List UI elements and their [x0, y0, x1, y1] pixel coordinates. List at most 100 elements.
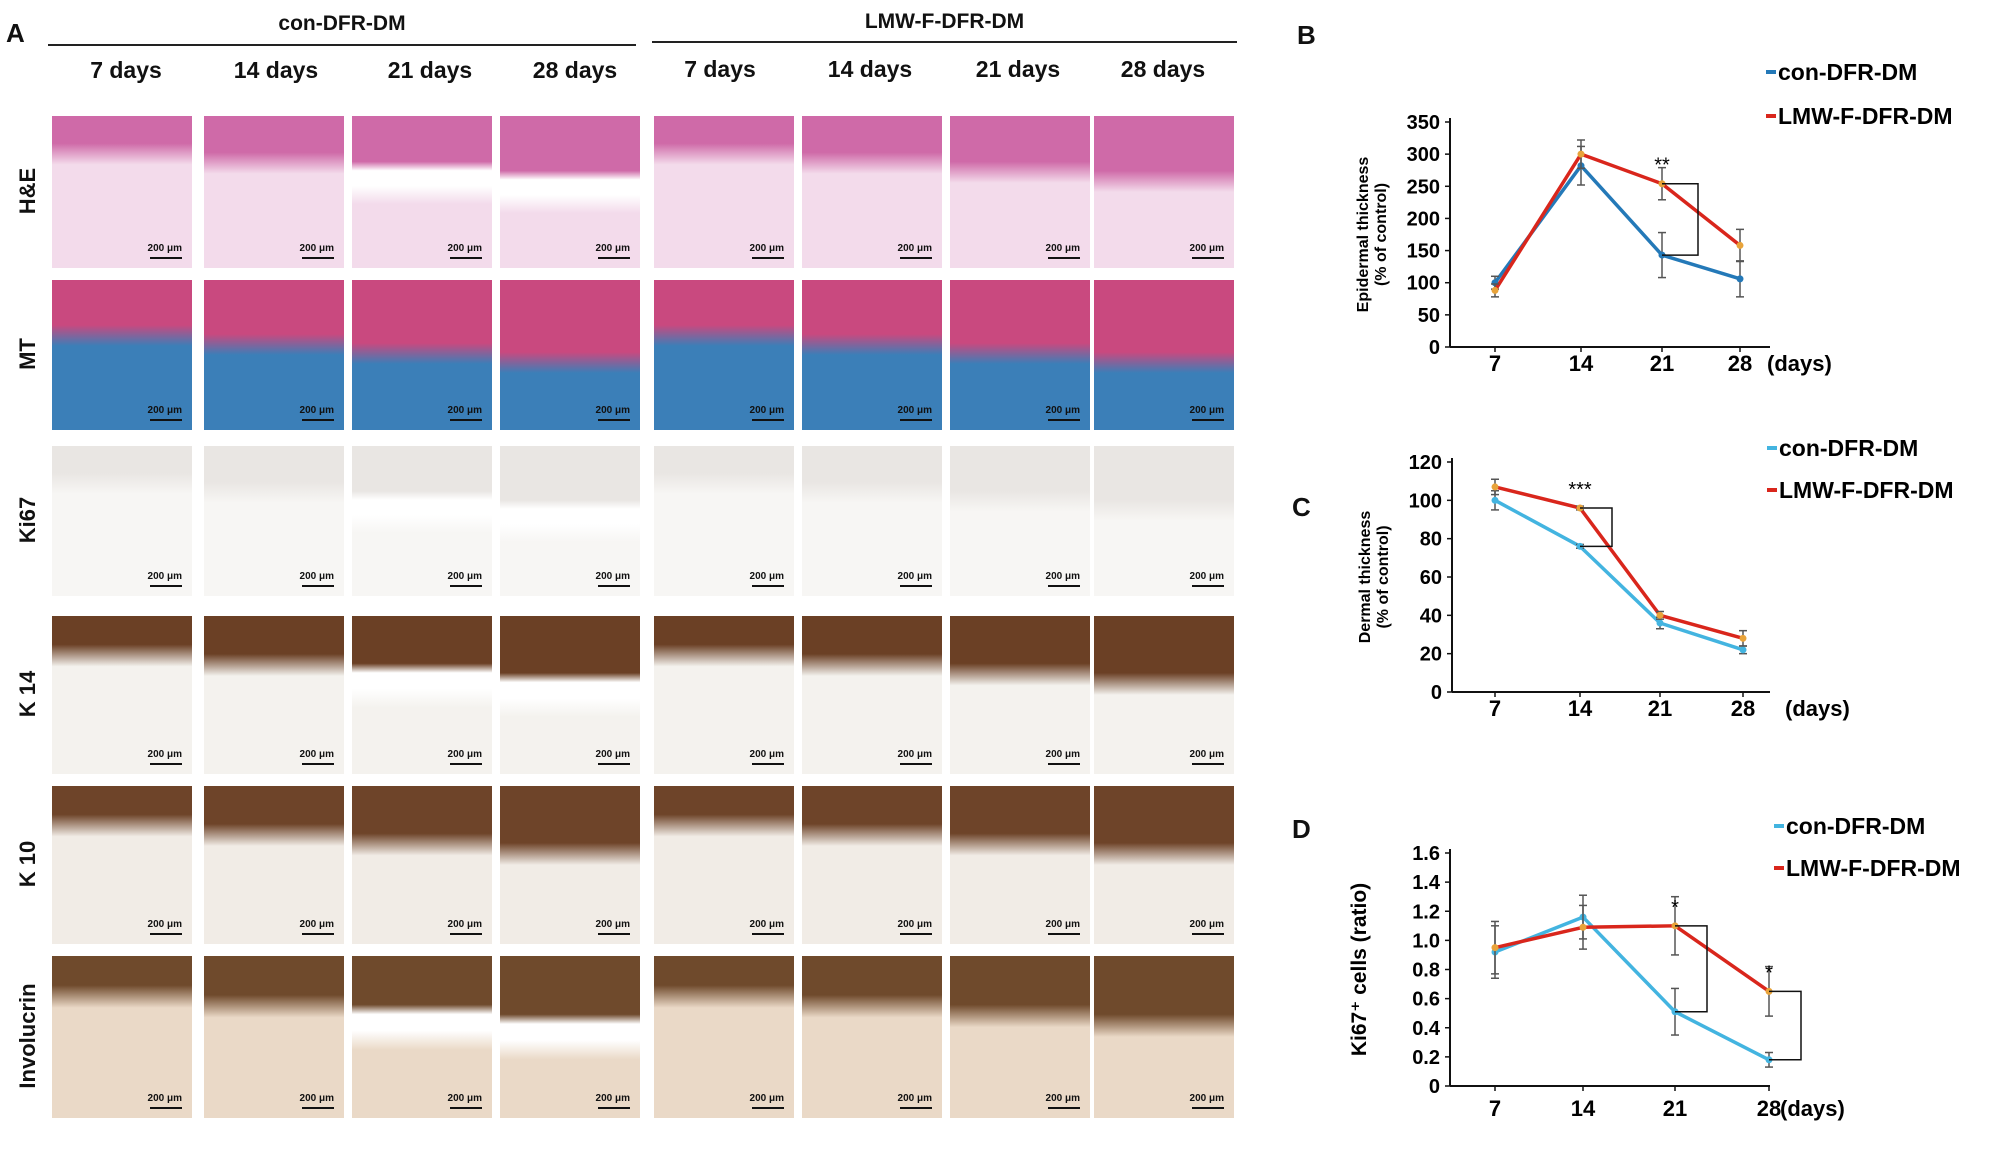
scale-bar-label: 200 μm — [749, 571, 784, 582]
scale-bar-label: 200 μm — [595, 749, 630, 760]
y-axis-label-line: Dermal thickness — [1357, 511, 1374, 644]
y-tick-label: 200 — [1407, 208, 1440, 230]
histology-image-k10-6: 200 μm — [802, 786, 942, 944]
scale-bar-label: 200 μm — [595, 243, 630, 254]
histology-image-mt-7: 200 μm — [950, 280, 1090, 430]
legend-label-lmw: LMW-F-DFR-DM — [1779, 477, 1954, 503]
y-tick-label: 350 — [1407, 112, 1440, 134]
series-line-lmw — [1493, 152, 1742, 292]
histology-image-mt-5: 200 μm — [654, 280, 794, 430]
scale-bar-label: 200 μm — [299, 405, 334, 416]
histology-image-k14-1: 200 μm — [52, 616, 192, 774]
group-rule-lmw — [652, 41, 1237, 43]
scale-bar-label: 200 μm — [1189, 749, 1224, 760]
histology-image-mt-2: 200 μm — [204, 280, 344, 430]
group-title-con: con-DFR-DM — [278, 12, 406, 35]
scale-bar — [1192, 1107, 1224, 1109]
legend-label-con: con-DFR-DM — [1786, 813, 1925, 839]
group-title-lmw: LMW-F-DFR-DM — [864, 10, 1025, 33]
y-tick-label: 0.8 — [1412, 960, 1440, 982]
scale-bar-label: 200 μm — [1045, 243, 1080, 254]
x-tick-label: 14 — [1569, 351, 1594, 376]
y-axis-label-line: Ki67⁺ cells (ratio) — [1348, 883, 1371, 1056]
scale-bar — [150, 933, 182, 935]
scale-bar — [752, 585, 784, 587]
scale-bar — [150, 763, 182, 765]
scale-bar-label: 200 μm — [749, 1093, 784, 1104]
scale-bar — [598, 257, 630, 259]
panel-label-c: C — [1292, 492, 1311, 522]
histology-image-mt-6: 200 μm — [802, 280, 942, 430]
histology-image-ki-2: 200 μm — [204, 446, 344, 596]
data-point-lmw — [1491, 944, 1499, 952]
histology-image-inv-6: 200 μm — [802, 956, 942, 1118]
legend-label-con: con-DFR-DM — [1779, 435, 1918, 461]
scale-bar — [450, 585, 482, 587]
histology-image-ki-7: 200 μm — [950, 446, 1090, 596]
histology-image-k10-1: 200 μm — [52, 786, 192, 944]
y-tick-label: 60 — [1420, 567, 1442, 589]
x-tick-label: 14 — [1568, 696, 1593, 721]
scale-bar — [598, 1107, 630, 1109]
x-tick-label: 21 — [1663, 1096, 1687, 1121]
data-point-lmw — [1739, 634, 1747, 642]
legend-label-lmw: LMW-F-DFR-DM — [1786, 855, 1961, 881]
histology-image-mt-8: 200 μm — [1094, 280, 1234, 430]
chart-ki67-cells: 0 0.2 0.4 0.6 0.8 1.0 1.2 1.4 1.6 7 14 21 28(days) Ki… — [1348, 813, 1961, 1121]
legend-label-con: con-DFR-DM — [1778, 59, 1917, 85]
scale-bar — [450, 933, 482, 935]
scale-bar — [598, 933, 630, 935]
histology-image-k10-2: 200 μm — [204, 786, 344, 944]
column-label-con-4: 28 days — [532, 57, 618, 83]
scale-bar — [900, 585, 932, 587]
y-axis-label: Ki67⁺ cells (ratio) — [1348, 883, 1371, 1056]
scale-bar-label: 200 μm — [147, 243, 182, 254]
x-tick-label: 21 — [1648, 696, 1672, 721]
histology-image-ki-5: 200 μm — [654, 446, 794, 596]
row-label-k10: K 10 — [15, 840, 40, 888]
histology-image-inv-1: 200 μm — [52, 956, 192, 1118]
scale-bar — [900, 419, 932, 421]
scale-bar — [150, 257, 182, 259]
y-tick-label: 1.4 — [1412, 872, 1441, 894]
scale-bar-label: 200 μm — [447, 1093, 482, 1104]
scale-bar — [1048, 585, 1080, 587]
histology-image-mt-4: 200 μm — [500, 280, 640, 430]
scale-bar-label: 200 μm — [1045, 1093, 1080, 1104]
column-label-con-2: 14 days — [233, 57, 319, 83]
scale-bar-label: 200 μm — [299, 919, 334, 930]
x-tick-label: 7 — [1489, 1096, 1501, 1121]
scale-bar — [1192, 933, 1224, 935]
x-tick-label: 7 — [1489, 351, 1501, 376]
histology-image-k10-8: 200 μm — [1094, 786, 1234, 944]
y-axis-label: Dermal thickness(% of control) — [1357, 511, 1392, 644]
series-line-lmw — [1494, 485, 1744, 641]
panel-label-b: B — [1297, 20, 1316, 50]
column-label-lmw-2: 14 days — [827, 56, 913, 82]
x-tick-label: 28 — [1757, 1096, 1781, 1121]
scale-bar — [900, 933, 932, 935]
y-tick-label: 80 — [1420, 529, 1442, 551]
scale-bar — [1192, 585, 1224, 587]
scale-bar — [1048, 419, 1080, 421]
significance-stars: ** — [1654, 155, 1670, 177]
scale-bar-label: 200 μm — [595, 1093, 630, 1104]
data-point-lmw — [1491, 483, 1499, 491]
row-label-ki: Ki67 — [15, 496, 40, 544]
scale-bar-label: 200 μm — [299, 1093, 334, 1104]
x-tick-label: 28 — [1731, 696, 1755, 721]
histology-image-k10-3: 200 μm — [352, 786, 492, 944]
scale-bar-label: 200 μm — [147, 919, 182, 930]
significance-bracket — [1769, 990, 1802, 1061]
row-label-inv: Involucrin — [15, 983, 40, 1089]
significance-bracket — [1580, 507, 1613, 548]
x-axis-label: (days) — [1767, 351, 1832, 376]
scale-bar-label: 200 μm — [897, 405, 932, 416]
histology-image-inv-2: 200 μm — [204, 956, 344, 1118]
histology-image-ki-4: 200 μm — [500, 446, 640, 596]
series-line-lmw — [1494, 924, 1771, 993]
scale-bar — [302, 585, 334, 587]
scale-bar — [150, 585, 182, 587]
column-label-lmw-3: 21 days — [975, 56, 1061, 82]
histology-image-ki-6: 200 μm — [802, 446, 942, 596]
